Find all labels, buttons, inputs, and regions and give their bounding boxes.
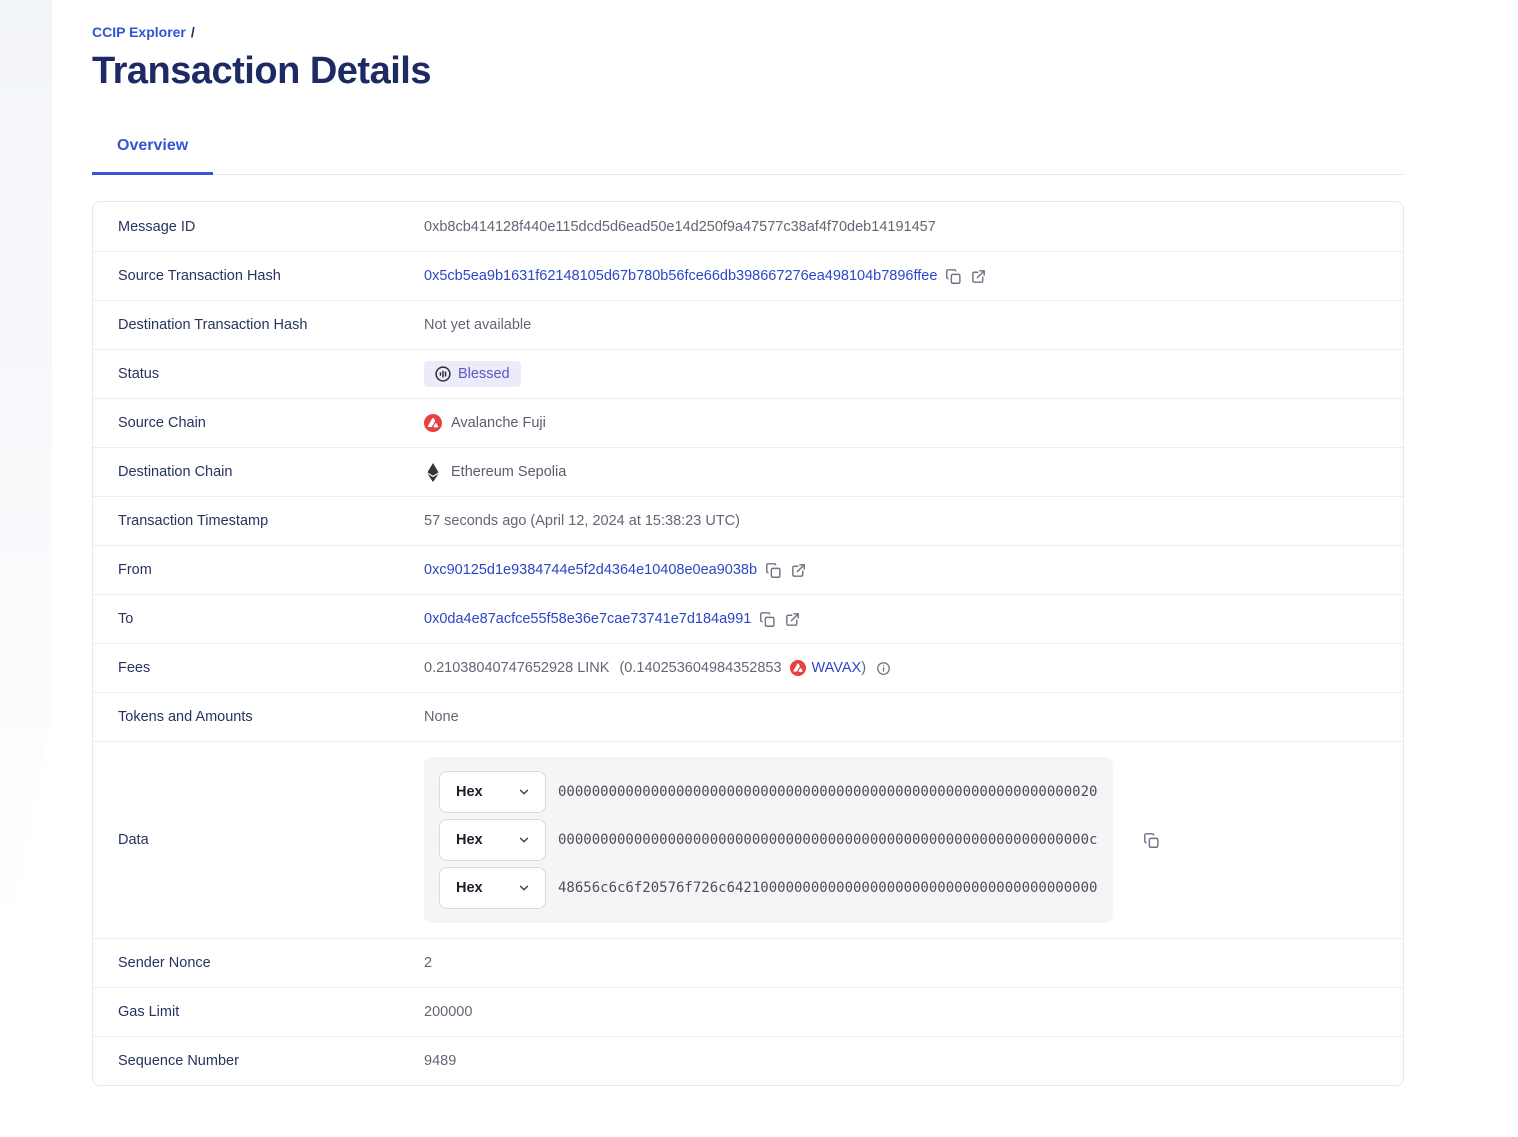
row-label: Fees — [118, 660, 151, 676]
breadcrumb-separator: / — [190, 24, 195, 40]
breadcrumb: CCIP Explorer / — [92, 0, 1404, 40]
row-destination-chain: Destination Chain Ethereum Sepolia — [93, 447, 1403, 496]
timestamp-value: 57 seconds ago (April 12, 2024 at 15:38:… — [424, 513, 740, 529]
chevron-down-icon — [517, 785, 531, 799]
data-hex-value: 48656c6c6f20576f726c64210000000000000000… — [558, 880, 1098, 896]
copy-icon[interactable] — [945, 268, 962, 285]
copy-data-icon[interactable] — [1143, 832, 1160, 849]
data-format-label: Hex — [456, 832, 483, 848]
row-destination-transaction-hash: Destination Transaction Hash Not yet ava… — [93, 300, 1403, 349]
row-message-id: Message ID 0xb8cb414128f440e115dcd5d6ead… — [93, 202, 1403, 251]
row-label: Source Transaction Hash — [118, 268, 281, 284]
wavax-avalanche-icon — [789, 660, 806, 676]
row-label: Gas Limit — [118, 1004, 180, 1020]
row-data: Data Hex 0000000000000000000000000000000… — [93, 741, 1403, 938]
message-id-value: 0xb8cb414128f440e115dcd5d6ead50e14d250f9… — [424, 218, 936, 235]
row-label: Sender Nonce — [118, 955, 211, 971]
external-link-icon[interactable] — [790, 562, 807, 579]
wavax-token-link[interactable]: WAVAX — [811, 660, 862, 676]
row-from: From 0xc90125d1e9384744e5f2d4364e10408e0… — [93, 545, 1403, 594]
row-label: Tokens and Amounts — [118, 709, 253, 725]
main-content: CCIP Explorer / Transaction Details Overv… — [92, 0, 1404, 1086]
data-hex-value: 0000000000000000000000000000000000000000… — [558, 832, 1098, 848]
row-sender-nonce: Sender Nonce 2 — [93, 938, 1403, 987]
fees-converted-suffix: ) — [861, 660, 867, 676]
row-label: Status — [118, 366, 160, 382]
dest-chain-name: Ethereum Sepolia — [451, 464, 567, 480]
row-source-chain: Source Chain Avalanche Fuji — [93, 398, 1403, 447]
row-label: Destination Transaction Hash — [118, 317, 308, 333]
data-format-label: Hex — [456, 880, 483, 896]
data-line: Hex 000000000000000000000000000000000000… — [439, 819, 1101, 861]
row-fees: Fees 0.21038040747652928 LINK (0.1402536… — [93, 643, 1403, 692]
status-badge-label: Blessed — [458, 366, 510, 382]
external-link-icon[interactable] — [970, 268, 987, 285]
row-status: Status Blessed — [93, 349, 1403, 398]
data-line: Hex 000000000000000000000000000000000000… — [439, 771, 1101, 813]
row-label: From — [118, 562, 152, 578]
row-label: Transaction Timestamp — [118, 513, 269, 529]
blessed-signal-icon — [435, 366, 451, 382]
copy-icon[interactable] — [759, 611, 776, 628]
status-badge: Blessed — [424, 361, 521, 387]
source-tx-hash-link[interactable]: 0x5cb5ea9b1631f62148105d67b780b56fce66db… — [424, 268, 938, 284]
sequence-number-value: 9489 — [424, 1053, 457, 1069]
dest-tx-hash-value: Not yet available — [424, 317, 532, 333]
tokens-amounts-value: None — [424, 709, 459, 725]
chevron-down-icon — [517, 881, 531, 895]
copy-icon[interactable] — [765, 562, 782, 579]
row-label: Sequence Number — [118, 1053, 239, 1069]
data-format-select[interactable]: Hex — [439, 771, 546, 813]
source-chain-name: Avalanche Fuji — [451, 415, 546, 431]
gas-limit-value: 200000 — [424, 1004, 473, 1020]
data-format-select[interactable]: Hex — [439, 867, 546, 909]
transaction-details-card: Message ID 0xb8cb414128f440e115dcd5d6ead… — [92, 201, 1404, 1086]
row-source-transaction-hash: Source Transaction Hash 0x5cb5ea9b1631f6… — [93, 251, 1403, 300]
row-label: Message ID — [118, 218, 196, 235]
info-icon[interactable] — [876, 661, 891, 676]
page-title: Transaction Details — [92, 50, 431, 92]
avalanche-fuji-icon — [424, 414, 442, 432]
ethereum-sepolia-icon — [424, 462, 442, 482]
data-hex-value: 0000000000000000000000000000000000000000… — [558, 784, 1098, 800]
row-label: Destination Chain — [118, 464, 233, 480]
row-gas-limit: Gas Limit 200000 — [93, 987, 1403, 1036]
row-label: Source Chain — [118, 415, 206, 431]
to-address-link[interactable]: 0x0da4e87acfce55f58e36e7cae73741e7d184a9… — [424, 611, 752, 627]
data-line: Hex 48656c6c6f20576f726c6421000000000000… — [439, 867, 1101, 909]
fees-converted-prefix: (0.140253604984352853 — [619, 660, 782, 676]
external-link-icon[interactable] — [784, 611, 801, 628]
row-to: To 0x0da4e87acfce55f58e36e7cae73741e7d18… — [93, 594, 1403, 643]
data-format-label: Hex — [456, 784, 483, 800]
tab-bar: Overview — [92, 127, 1404, 175]
row-sequence-number: Sequence Number 9489 — [93, 1036, 1403, 1085]
data-format-select[interactable]: Hex — [439, 819, 546, 861]
fees-link-amount: 0.21038040747652928 LINK — [424, 660, 610, 676]
tab-overview[interactable]: Overview — [92, 127, 214, 175]
sender-nonce-value: 2 — [424, 955, 433, 971]
from-address-link[interactable]: 0xc90125d1e9384744e5f2d4364e10408e0ea903… — [424, 562, 758, 578]
row-tokens-and-amounts: Tokens and Amounts None — [93, 692, 1403, 741]
row-label: Data — [118, 832, 149, 848]
breadcrumb-link-ccip-explorer[interactable]: CCIP Explorer — [92, 24, 186, 40]
left-edge-decoration — [0, 0, 52, 990]
chevron-down-icon — [517, 833, 531, 847]
data-hex-panel: Hex 000000000000000000000000000000000000… — [424, 757, 1113, 923]
row-transaction-timestamp: Transaction Timestamp 57 seconds ago (Ap… — [93, 496, 1403, 545]
row-label: To — [118, 611, 134, 627]
